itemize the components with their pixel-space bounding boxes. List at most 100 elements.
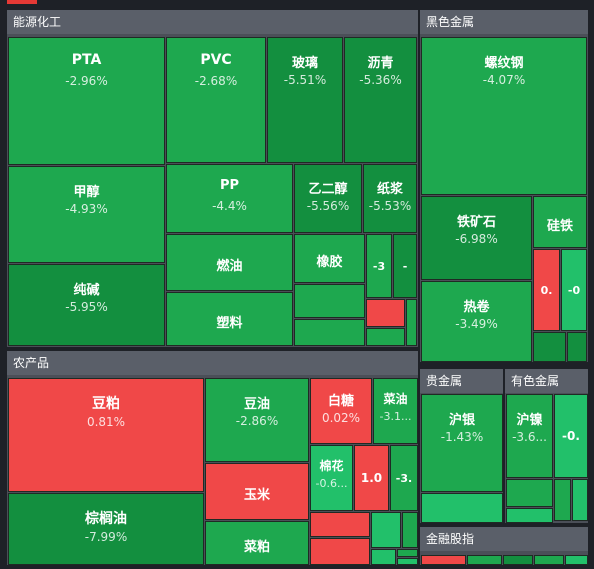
tile-name: 铁矿石 [456,215,496,230]
tile-name: 沥青 [367,56,394,71]
treemap-tile[interactable] [534,555,564,565]
treemap-tile[interactable] [554,479,571,521]
tile-name: -3 [372,259,386,273]
treemap-tile[interactable]: 豆油 -2.86% [205,378,309,462]
tile-change: -6.98% [455,232,498,246]
treemap-tile[interactable] [533,332,566,362]
treemap-tile[interactable] [421,493,503,523]
treemap-tile[interactable]: -3. [390,445,418,511]
tile-change: -5.36% [359,73,402,87]
tile-change: -7.99% [84,530,128,544]
treemap-tile[interactable] [371,512,401,548]
tile-change: -3.1... [379,410,412,423]
tile-name: 硅铁 [546,218,573,234]
treemap-tile[interactable]: 玻璃 -5.51% [267,37,343,163]
treemap-tile[interactable]: 菜粕 [205,521,309,565]
treemap-tile[interactable]: 玉米 [205,463,309,520]
tile-name: 橡胶 [316,255,343,271]
treemap-tile[interactable] [572,479,588,521]
tile-change: -4.4% [212,198,247,213]
treemap-tile[interactable] [565,555,588,565]
tile-name: 塑料 [216,315,243,331]
tile-name: 燃油 [216,259,243,275]
treemap-tile[interactable]: 沪镍 -3.6... [506,394,553,478]
treemap-tile[interactable]: 乙二醇 -5.56% [294,164,362,233]
tile-change: -3.6... [512,430,547,444]
tile-change: -5.95% [65,300,108,314]
treemap-tile[interactable]: 橡胶 [294,234,365,283]
treemap-tile[interactable]: 燃油 [166,234,293,291]
treemap-tile[interactable]: 纯碱 -5.95% [8,264,165,346]
tile-change: -2.68% [194,74,238,88]
tile-name: -0 [567,283,581,297]
treemap-tile[interactable] [294,319,365,346]
treemap-tile[interactable] [402,512,418,548]
tile-change: -1.43% [440,430,484,444]
tile-name: 0. [540,283,553,297]
tile-name: PTA [71,52,102,68]
tile-name: -3. [395,471,413,485]
treemap-tile[interactable] [503,555,533,565]
treemap-tile[interactable]: 纸浆 -5.53% [363,164,417,233]
tile-change: -0.6... [315,477,348,490]
sector-title: 能源化工 [7,10,418,34]
tile-name: 棕榈油 [85,511,127,527]
tile-name: PVC [200,52,232,68]
treemap-tile[interactable]: PP -4.4% [166,164,293,233]
treemap-tile[interactable]: -0 [561,249,587,331]
treemap-tile[interactable]: - [393,234,417,298]
tile-name: 豆油 [243,397,270,412]
treemap-tile[interactable]: PTA -2.96% [8,37,165,165]
tile-name: 1.0 [360,471,383,486]
tile-name: 白糖 [327,394,354,409]
tile-change: -5.51% [283,73,327,87]
treemap-tile[interactable]: 沪银 -1.43% [421,394,503,492]
treemap-tile[interactable]: 0. [533,249,560,331]
treemap-tile[interactable] [294,284,365,318]
treemap-tile[interactable]: 菜油 -3.1... [373,378,418,444]
treemap-tile[interactable] [366,328,405,346]
tile-name: 玉米 [243,488,270,504]
tile-change: 0.02% [321,411,361,425]
treemap-tile[interactable] [310,538,370,565]
tile-change: -5.53% [368,198,412,213]
treemap-tile[interactable]: 甲醇 -4.93% [8,166,165,263]
tile-change: -3.49% [455,317,498,331]
treemap-tile[interactable]: 棕榈油 -7.99% [8,493,204,565]
tile-name: -0. [562,429,580,444]
tile-name: 沪银 [448,413,475,428]
treemap-tile[interactable] [371,549,396,565]
treemap-tile[interactable]: 塑料 [166,292,293,346]
treemap-tile[interactable]: 硅铁 [533,196,587,248]
treemap-tile[interactable]: -3 [366,234,392,298]
treemap-tile[interactable] [397,549,418,557]
treemap-tile[interactable]: 1.0 [354,445,389,511]
treemap-tile[interactable] [506,479,553,507]
treemap-tile[interactable] [406,299,417,346]
treemap-tile[interactable]: 棉花 -0.6... [310,445,353,511]
treemap-tile[interactable] [397,558,418,565]
treemap-tile[interactable] [421,555,466,565]
treemap-tile[interactable]: 热卷 -3.49% [421,281,532,362]
treemap-tile[interactable] [506,508,553,523]
tile-name: 纯碱 [73,283,100,298]
tile-change: -5.56% [306,198,350,213]
treemap-tile[interactable]: 沥青 -5.36% [344,37,417,163]
treemap-tile[interactable]: PVC -2.68% [166,37,266,163]
treemap-tile[interactable]: 铁矿石 -6.98% [421,196,532,280]
tile-change: -2.86% [235,414,279,428]
treemap-tile[interactable] [567,332,587,362]
tile-name: 甲醇 [73,185,100,200]
tile-change: -4.93% [65,202,108,216]
treemap-tile[interactable]: 豆粕 0.81% [8,378,204,492]
sector-title: 贵金属 [420,369,503,393]
tile-name: 豆粕 [92,396,120,412]
tile-name: 热卷 [463,300,490,315]
treemap-tile[interactable] [366,299,405,327]
treemap-tile[interactable] [310,512,370,537]
treemap-tile[interactable]: 白糖 0.02% [310,378,372,444]
treemap-tile[interactable]: -0. [554,394,588,478]
treemap-tile[interactable] [467,555,502,565]
treemap-tile[interactable]: 螺纹钢 -4.07% [421,37,587,195]
